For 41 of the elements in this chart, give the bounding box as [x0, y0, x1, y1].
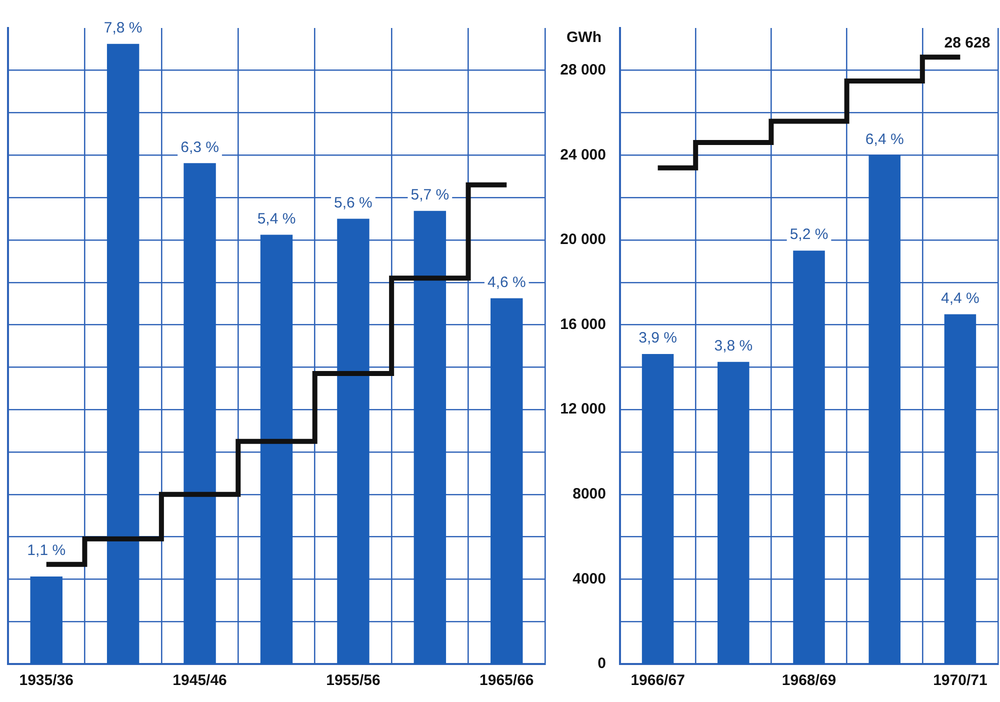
data-label: 3,8 %: [714, 338, 753, 355]
annotation: 28 628: [944, 34, 990, 52]
data-label: 4,4 %: [941, 290, 980, 307]
data-label: 6,4 %: [865, 130, 904, 148]
x-tick-label: 1970/71: [933, 672, 988, 690]
data-label: 5,2 %: [790, 226, 828, 244]
y-tick-label: 4000: [572, 570, 606, 588]
y-tick-label: 12 000: [560, 400, 606, 418]
y-tick-label: 8000: [572, 486, 606, 503]
bar: [414, 210, 446, 664]
data-label: 1,1 %: [27, 542, 66, 559]
y-tick-label: 20 000: [560, 231, 606, 248]
bar: [337, 218, 370, 664]
bar: [30, 576, 62, 664]
x-tick-label: 1966/67: [630, 672, 685, 690]
x-tick-label: 1955/56: [326, 672, 380, 690]
data-label: 5,4 %: [257, 210, 296, 228]
y-tick-label: 16 000: [560, 316, 606, 333]
bar: [793, 250, 825, 664]
x-tick-label: 1965/66: [480, 672, 534, 690]
bar: [106, 44, 140, 664]
data-label: 3,9 %: [638, 330, 677, 347]
data-label: 7,8 %: [104, 20, 142, 37]
data-label: 5,7 %: [410, 186, 450, 204]
y-tick-label: 28 000: [560, 62, 606, 79]
x-tick-label: 1935/36: [19, 672, 74, 690]
bar: [184, 163, 216, 664]
data-label: 5,6 %: [334, 194, 372, 212]
bar: [944, 314, 976, 664]
bar: [260, 234, 293, 664]
bar: [642, 354, 674, 664]
x-tick-label: 1945/46: [172, 672, 227, 690]
y-axis-title: GWh: [566, 29, 602, 46]
data-label: 6,3 %: [180, 138, 219, 156]
bar: [868, 155, 900, 664]
y-tick-label: 24 000: [560, 146, 606, 164]
bar: [490, 298, 523, 664]
y-tick-label: 0: [598, 655, 606, 672]
data-label: 4,6 %: [487, 274, 526, 291]
bar: [718, 362, 750, 664]
x-tick-label: 1968/69: [782, 672, 836, 690]
